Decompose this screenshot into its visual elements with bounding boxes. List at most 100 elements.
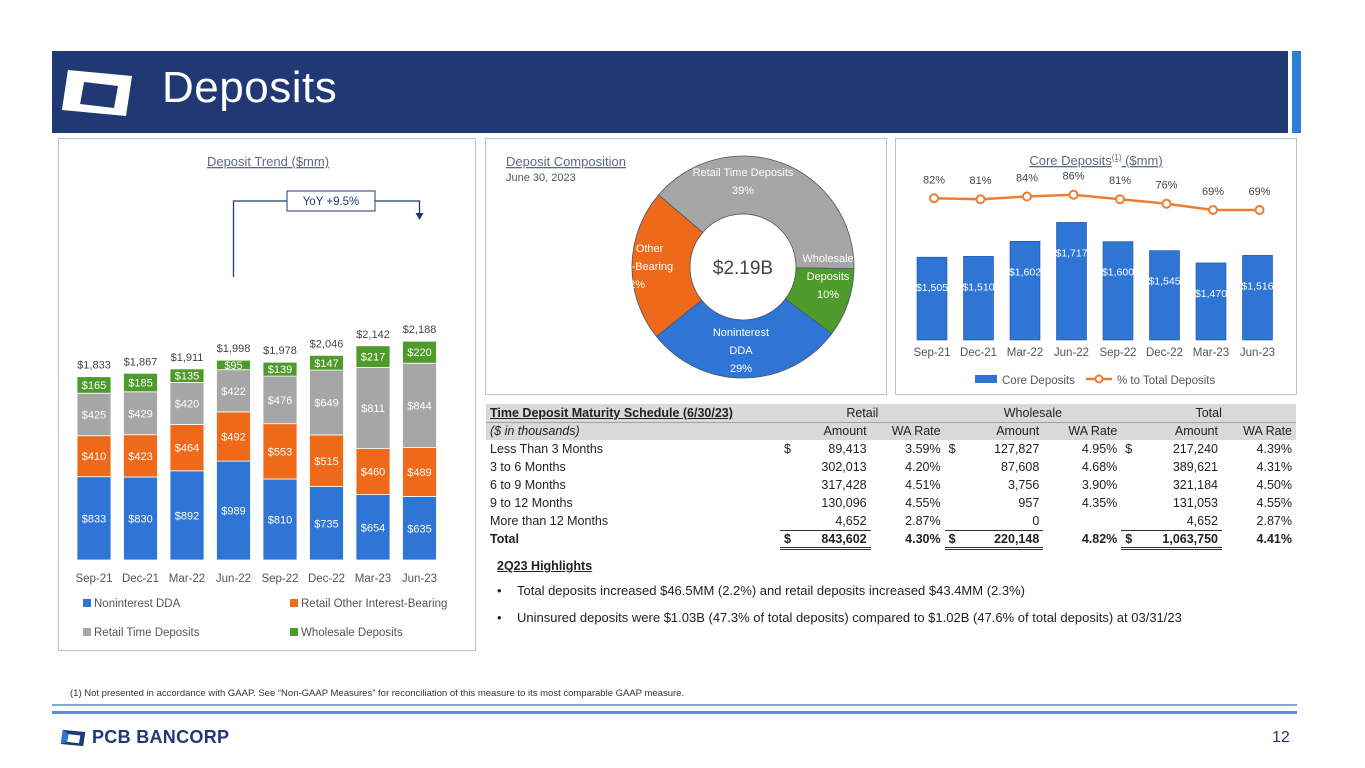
currency-sign: [1121, 476, 1135, 494]
line-label: 81%: [1109, 175, 1131, 187]
tick-label: Dec-22: [308, 573, 345, 585]
bar-segment: [402, 447, 437, 497]
bar: [1056, 222, 1087, 341]
bar-segment: [76, 392, 112, 437]
bar-segment: [262, 361, 298, 377]
legend-swatch: [290, 599, 298, 607]
retail-rate: 2.87%: [905, 514, 941, 528]
bullet-icon: •: [497, 583, 502, 598]
group-total: Total: [1121, 404, 1296, 422]
bar: [963, 256, 994, 341]
legend-swatch: [975, 375, 997, 383]
total-amount: 321,184: [1172, 478, 1218, 492]
total-label: Total: [490, 532, 519, 546]
highlight-item: • Total deposits increased $46.5MM (2.2%…: [497, 583, 1182, 598]
wholesale-rate: 3.90%: [1081, 478, 1118, 492]
retail-amount: 843,602: [794, 530, 871, 550]
wholesale-rate: 4.68%: [1081, 460, 1118, 474]
wholesale-rate: 4.95%: [1081, 442, 1118, 456]
total-label: $2,142: [356, 329, 390, 341]
bar-segment: [309, 354, 344, 371]
footnote: (1) Not presented in accordance with GAA…: [70, 688, 685, 699]
core-deposits-chart: Core Deposits(1) ($mm)$1,505Sep-21$1,510…: [913, 153, 1275, 387]
data-label: $410: [82, 451, 106, 463]
title-suffix: ($mm): [1121, 153, 1162, 168]
tick-label: Jun-23: [402, 573, 437, 585]
data-label: $423: [128, 451, 152, 463]
bar: [1195, 262, 1227, 341]
legend-swatch: [83, 599, 91, 607]
title-superscript: (1): [1112, 153, 1122, 162]
bar-segment: [169, 381, 205, 425]
legend-swatch: [83, 628, 91, 636]
slice-label-line: 39%: [732, 185, 754, 197]
data-label: $811: [361, 403, 385, 415]
table-row: 9 to 12 Months 130,096 4.55% 957 4.35% 131,05…: [486, 494, 1296, 512]
pcb-logo-icon: [60, 729, 86, 746]
bar-segment: [169, 470, 205, 561]
table-row: 6 to 9 Months 317,428 4.51% 3,756 3.90% 321,1…: [486, 476, 1296, 494]
bar-segment: [76, 376, 112, 394]
slice-label: Noninterest DDA 29%: [713, 327, 769, 375]
total-label: $1,867: [124, 356, 158, 368]
bar-segment: [402, 362, 437, 448]
tick-label: Sep-21: [75, 573, 112, 585]
group-retail: Retail: [780, 404, 945, 422]
bar-segment: [123, 391, 158, 436]
page-title: Deposits: [162, 63, 338, 112]
data-label: $165: [82, 380, 106, 392]
total-label: $2,188: [403, 324, 437, 336]
currency-sign: [1121, 512, 1136, 531]
slice-label: Retail Other Interest-Bearing 22%: [595, 243, 673, 291]
line-label: 86%: [1062, 171, 1084, 183]
currency-sign: [945, 476, 959, 494]
data-label: $515: [314, 456, 338, 468]
legend-swatch: [290, 628, 298, 636]
table-row: More than 12 Months 4,652 2.87% 0 4,652 2.87%: [486, 512, 1296, 531]
data-label: $420: [175, 398, 199, 410]
page-number: 12: [1272, 729, 1290, 746]
data-label: $217: [361, 352, 385, 364]
pie-slice: [631, 194, 704, 337]
data-label: $1,717: [1055, 247, 1087, 259]
tick-label: Sep-22: [261, 573, 298, 585]
data-label: $1,600: [1102, 267, 1134, 279]
data-label: $147: [314, 358, 338, 370]
currency-sign: $: [1125, 442, 1133, 456]
line-label: 76%: [1155, 180, 1177, 192]
data-label: $830: [128, 514, 152, 526]
currency-sign: $: [1121, 530, 1136, 550]
total-amount: 389,621: [1172, 460, 1218, 474]
table-subheader-row: ($ in thousands) Amount WA Rate Amount W…: [486, 421, 1296, 440]
col-rate: WA Rate: [1043, 421, 1122, 440]
bar-segment: [262, 375, 298, 425]
highlights-section: 2Q23 Highlights • Total deposits increas…: [497, 559, 1182, 637]
data-label: $844: [407, 400, 431, 412]
line-series: [933, 193, 1260, 212]
retail-amount: 4,652: [794, 512, 871, 531]
total-label: $1,833: [77, 360, 111, 372]
tick-label: Dec-21: [960, 347, 997, 359]
bar-segment: [402, 340, 437, 364]
bar-segment: [216, 460, 251, 561]
currency-sign: [780, 476, 794, 494]
wholesale-amount: 0: [958, 512, 1044, 531]
tick-label: Sep-22: [1099, 347, 1136, 359]
line-point: [1115, 194, 1125, 205]
tick-label: Mar-22: [169, 573, 205, 585]
total-amount: 1,063,750: [1135, 530, 1222, 550]
tick-label: Sep-21: [913, 347, 950, 359]
pie-slice: [655, 298, 833, 379]
bar: [1009, 240, 1041, 341]
currency-sign: [780, 512, 794, 531]
bar-segment: [169, 368, 205, 383]
currency-sign: [1121, 494, 1135, 512]
slice-label: Wholesale Deposits 10%: [802, 253, 853, 301]
bar: [1149, 250, 1180, 341]
data-label: $1,470: [1195, 288, 1227, 300]
data-label: $833: [82, 513, 106, 525]
bar-segment: [216, 411, 251, 462]
bar-segment: [216, 369, 251, 413]
bar-segment: [262, 423, 298, 480]
row-label: 6 to 9 Months: [490, 478, 566, 492]
